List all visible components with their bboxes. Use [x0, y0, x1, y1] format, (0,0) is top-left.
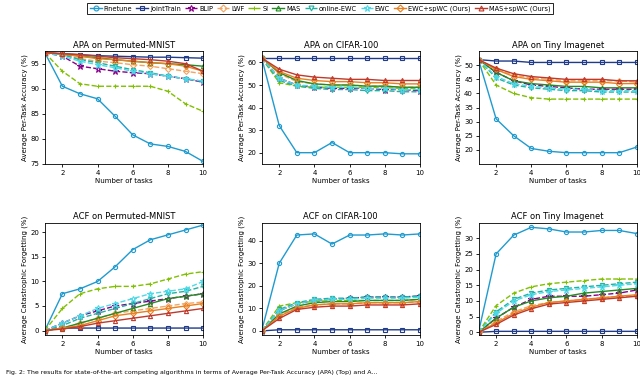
Title: APA on Tiny Imagenet: APA on Tiny Imagenet: [511, 41, 604, 50]
Legend: Finetune, JointTrain, BLIP, LWF, SI, MAS, online-EWC, EWC, EWC+spWC (Ours), MAS+: Finetune, JointTrain, BLIP, LWF, SI, MAS…: [87, 3, 553, 14]
Title: ACF on Permuted-MNIST: ACF on Permuted-MNIST: [73, 212, 175, 221]
Y-axis label: Average Per-Task Accuracy (%): Average Per-Task Accuracy (%): [456, 54, 462, 161]
X-axis label: Number of tasks: Number of tasks: [529, 349, 586, 355]
Y-axis label: Average Per-Task Accuracy (%): Average Per-Task Accuracy (%): [22, 54, 28, 161]
Y-axis label: Average Catastrophic Forgetting (%): Average Catastrophic Forgetting (%): [456, 215, 462, 343]
X-axis label: Number of tasks: Number of tasks: [95, 178, 153, 183]
Y-axis label: Average Catastrophic Forgetting (%): Average Catastrophic Forgetting (%): [239, 215, 245, 343]
Y-axis label: Average Catastrophic Forgetting (%): Average Catastrophic Forgetting (%): [22, 215, 28, 343]
X-axis label: Number of tasks: Number of tasks: [312, 349, 370, 355]
Text: Fig. 2: The results for state-of-the-art competing algorithms in terms of Averag: Fig. 2: The results for state-of-the-art…: [6, 370, 378, 375]
Title: ACF on CIFAR-100: ACF on CIFAR-100: [303, 212, 378, 221]
Title: APA on Permuted-MNIST: APA on Permuted-MNIST: [73, 41, 175, 50]
X-axis label: Number of tasks: Number of tasks: [529, 178, 586, 183]
Title: APA on CIFAR-100: APA on CIFAR-100: [303, 41, 378, 50]
Y-axis label: Average Per-Task Accuracy (%): Average Per-Task Accuracy (%): [239, 54, 245, 161]
X-axis label: Number of tasks: Number of tasks: [312, 178, 370, 183]
Title: ACF on Tiny Imagenet: ACF on Tiny Imagenet: [511, 212, 604, 221]
X-axis label: Number of tasks: Number of tasks: [95, 349, 153, 355]
